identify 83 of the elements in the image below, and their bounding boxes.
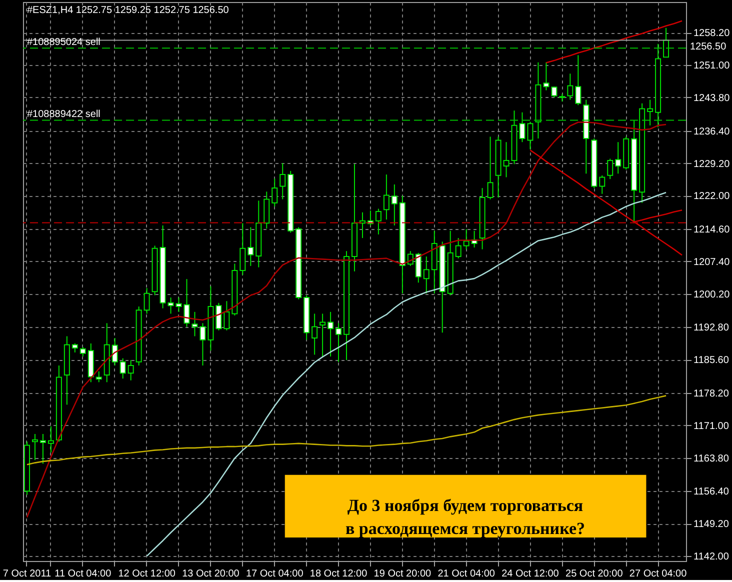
chart-title: #ESZ1,H4 1252.75 1259.25 1252.75 1256.50 bbox=[27, 5, 230, 16]
candlestick bbox=[280, 162, 286, 200]
candlestick bbox=[551, 86, 558, 98]
candlestick bbox=[336, 322, 342, 362]
candlestick bbox=[487, 136, 494, 200]
candlestick bbox=[615, 142, 622, 174]
candlestick bbox=[383, 174, 390, 220]
x-tick-label: 17 Oct 04:00 bbox=[246, 568, 304, 580]
y-tick-label: 1222.00 bbox=[694, 191, 730, 202]
x-tick-label: 18 Oct 12:00 bbox=[310, 568, 368, 580]
line-series bbox=[546, 20, 683, 64]
candlestick bbox=[112, 338, 118, 366]
candlestick bbox=[144, 288, 150, 314]
y-tick-label: 1192.80 bbox=[694, 322, 730, 334]
candlestick bbox=[128, 360, 134, 381]
y-tick-label: 1171.00 bbox=[694, 420, 730, 432]
candlestick bbox=[320, 313, 326, 357]
candlestick bbox=[567, 73, 574, 100]
y-tick-label: 1163.80 bbox=[694, 453, 730, 464]
candlestick bbox=[607, 158, 614, 180]
x-tick-label: 24 Oct 12:00 bbox=[502, 568, 560, 580]
annotation: До 3 ноября будем торговаться в расходящемся треугольнике? bbox=[345, 496, 586, 538]
candlestick bbox=[120, 358, 126, 380]
y-tick-label: 1236.40 bbox=[694, 126, 730, 138]
y-tick-label: 1251.00 bbox=[694, 60, 730, 72]
candlestick bbox=[391, 184, 398, 226]
candlestick bbox=[248, 226, 254, 266]
candlestick bbox=[503, 142, 510, 178]
line-series bbox=[146, 192, 667, 557]
ref-line-label: #108895024 sell bbox=[27, 37, 100, 48]
candlestick bbox=[200, 322, 206, 366]
y-tick-label: 1156.40 bbox=[694, 486, 730, 498]
candlestick bbox=[312, 313, 318, 356]
candlestick bbox=[32, 433, 38, 461]
candlestick bbox=[192, 311, 198, 337]
x-tick-label: 27 Oct 04:00 bbox=[629, 568, 688, 580]
y-tick-label: 1243.80 bbox=[694, 92, 730, 104]
candlestick bbox=[264, 191, 270, 230]
x-tick-label: 25 Oct 20:00 bbox=[566, 568, 624, 580]
candlestick bbox=[48, 426, 54, 453]
candlestick bbox=[216, 302, 222, 331]
candlestick bbox=[647, 99, 654, 126]
candlestick bbox=[575, 54, 582, 106]
candlestick bbox=[463, 228, 470, 250]
x-tick-label: 7 Oct 2011 bbox=[2, 568, 52, 580]
candlestick bbox=[455, 238, 462, 259]
candlestick bbox=[663, 27, 670, 58]
line-series bbox=[530, 150, 683, 256]
candlestick bbox=[72, 342, 78, 353]
y-tick-label: 1207.40 bbox=[694, 256, 730, 268]
candlestick bbox=[543, 62, 550, 91]
y-tick-label: 1229.20 bbox=[694, 158, 730, 170]
candlestick bbox=[168, 296, 174, 314]
y-tick-label: 1149.20 bbox=[694, 519, 730, 530]
candlestick bbox=[184, 278, 190, 328]
line-series bbox=[26, 395, 667, 466]
candlestick bbox=[40, 433, 46, 464]
y-tick-label: 1142.00 bbox=[694, 552, 730, 563]
y-tick-label: 1200.20 bbox=[694, 289, 730, 300]
ref-line-label: 1256.50 bbox=[690, 41, 727, 52]
candlestick bbox=[599, 174, 606, 194]
candlestick bbox=[328, 311, 334, 357]
candlestick bbox=[423, 256, 430, 294]
candlestick bbox=[272, 178, 278, 207]
x-tick-label: 21 Oct 04:00 bbox=[438, 568, 496, 580]
candlestick bbox=[415, 252, 422, 284]
x-tick-label: 13 Oct 20:00 bbox=[182, 568, 240, 580]
candlestick bbox=[375, 208, 382, 235]
x-tick-label: 11 Oct 04:00 bbox=[54, 568, 112, 580]
y-tick-label: 1258.20 bbox=[694, 28, 730, 40]
y-tick-label: 1214.60 bbox=[694, 224, 730, 236]
y-tick-label: 1178.20 bbox=[694, 388, 730, 400]
ref-line-label: #108889422 sell bbox=[27, 109, 100, 120]
x-tick-label: 12 Oct 12:00 bbox=[118, 568, 176, 580]
x-tick-label: 19 Oct 20:00 bbox=[374, 568, 432, 580]
candlestick bbox=[96, 370, 102, 383]
candlestick bbox=[80, 346, 86, 357]
candlestick bbox=[176, 296, 182, 312]
line-series bbox=[26, 122, 667, 518]
candlestick bbox=[224, 300, 230, 331]
y-tick-label: 1185.60 bbox=[694, 355, 730, 366]
candlestick bbox=[527, 121, 534, 150]
candlestick bbox=[240, 222, 246, 276]
